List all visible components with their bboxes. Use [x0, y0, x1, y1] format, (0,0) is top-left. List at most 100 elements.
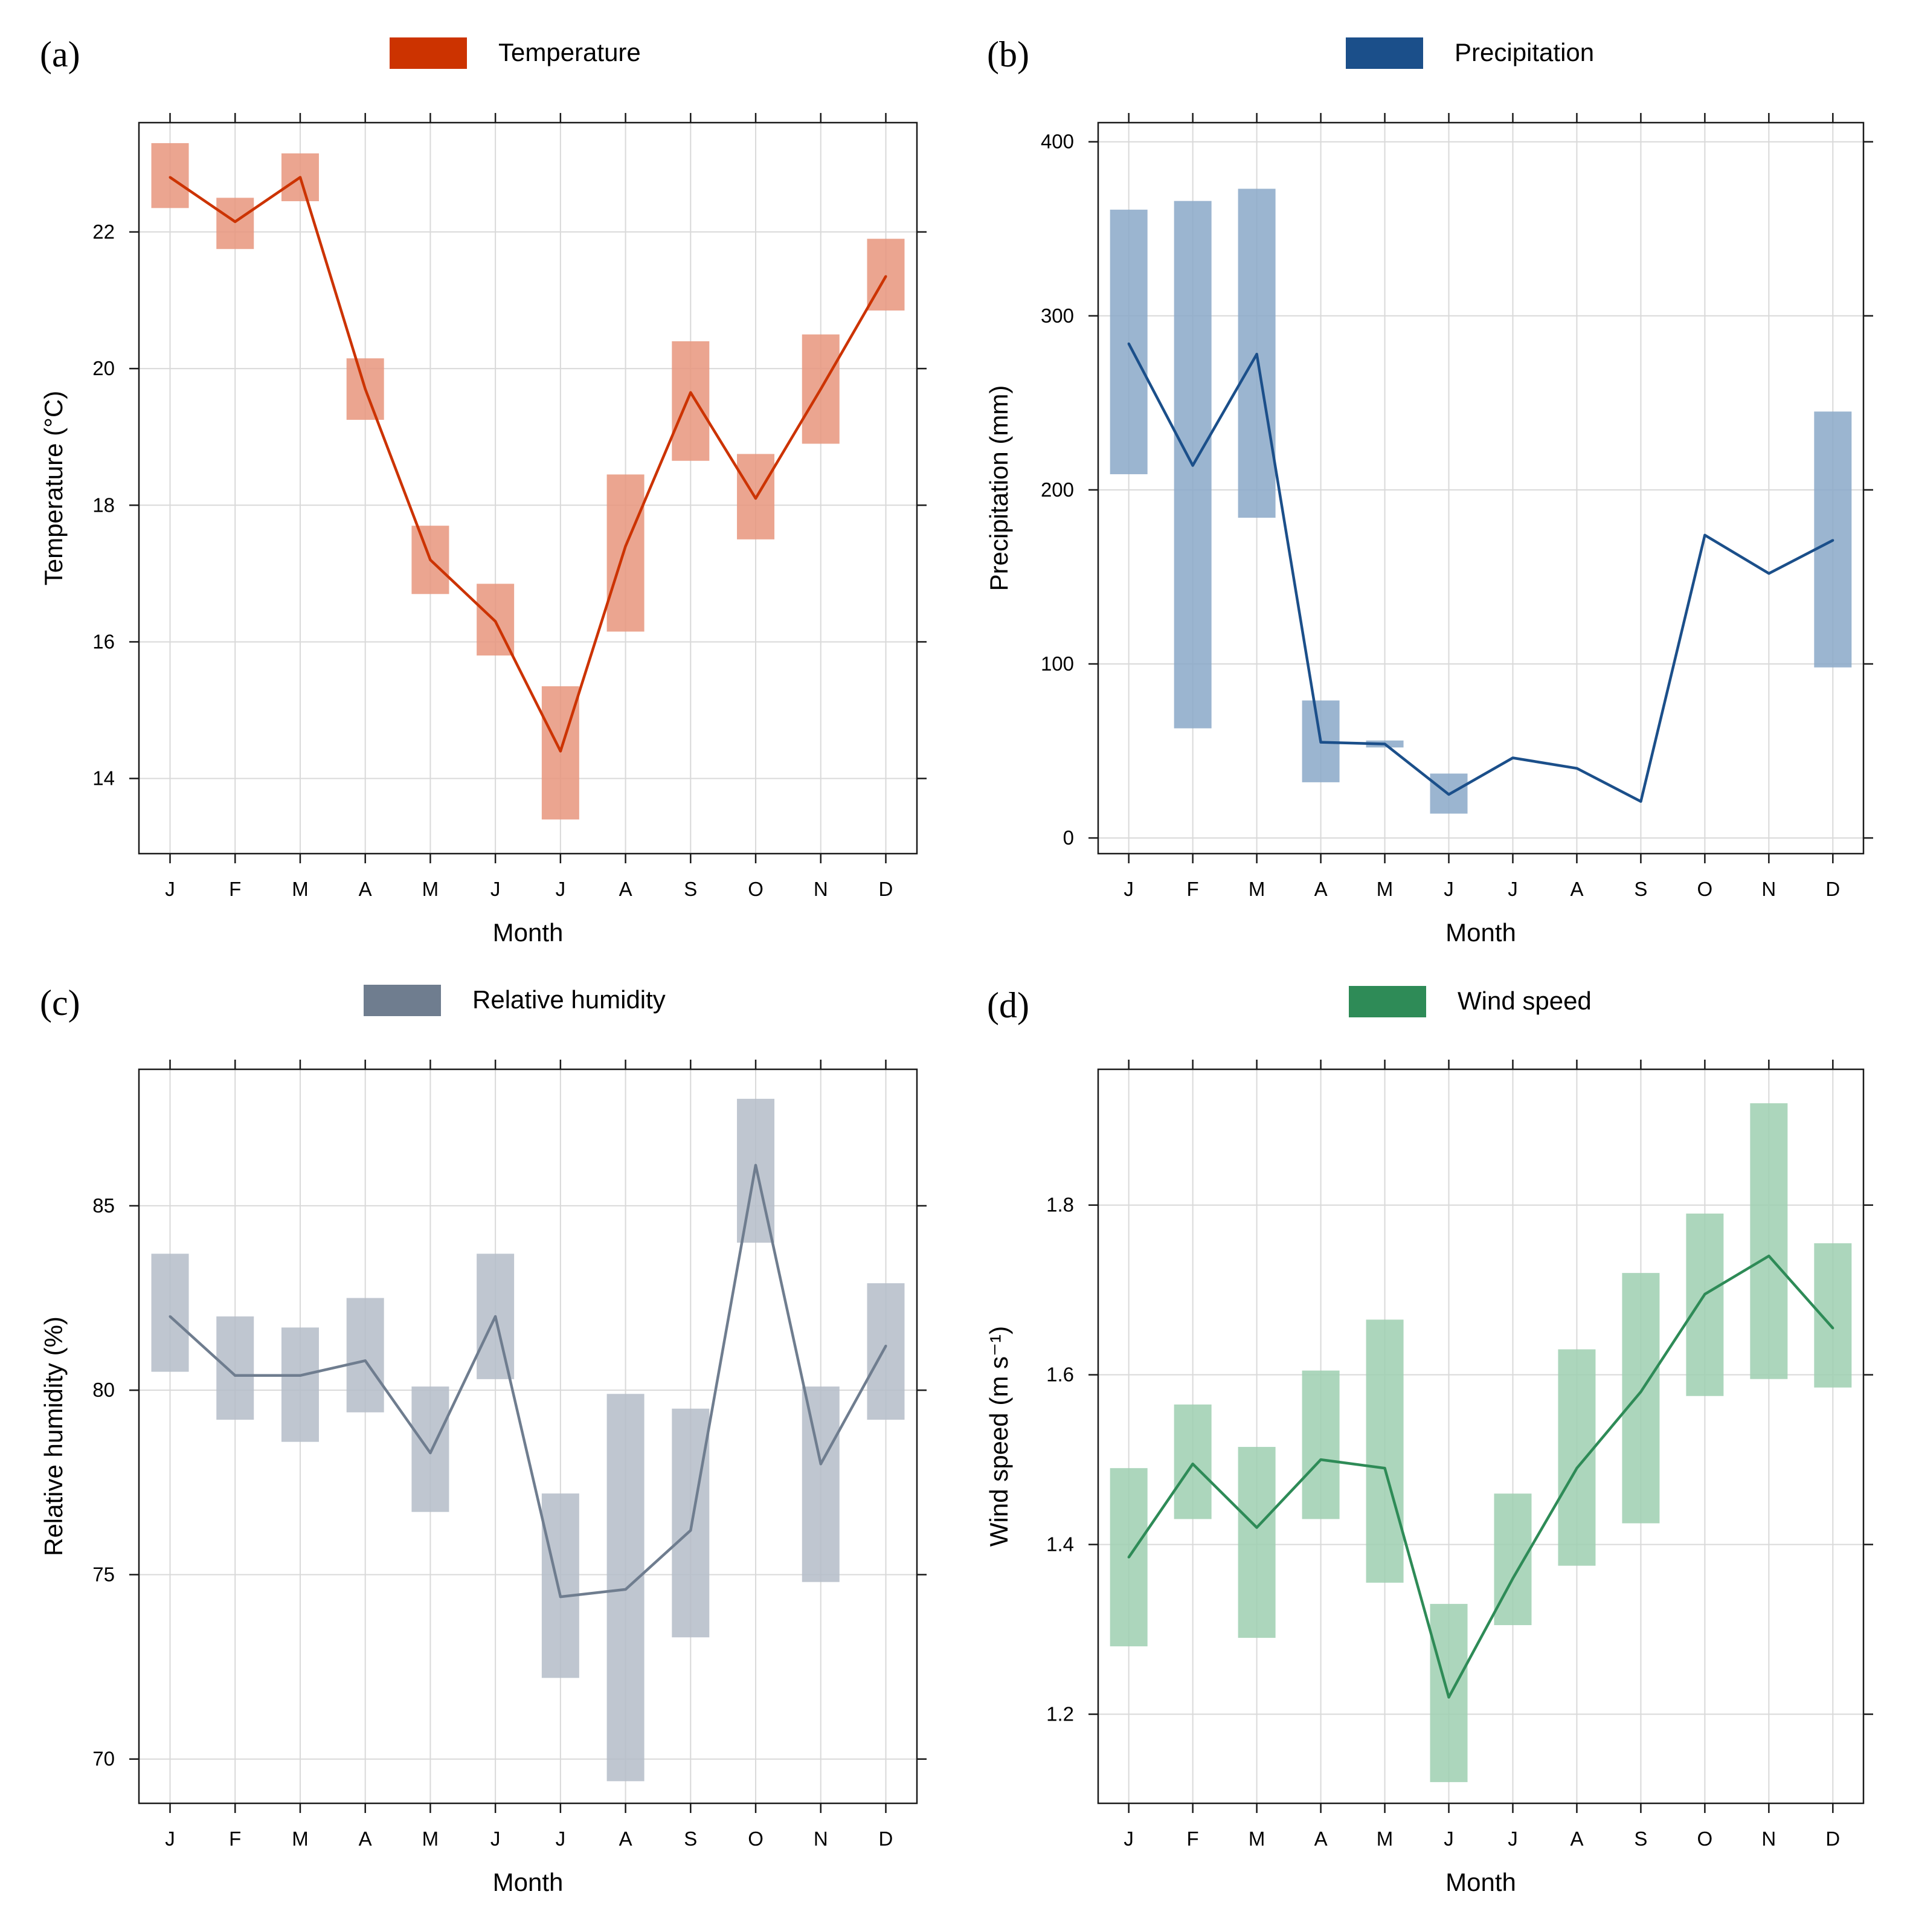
- panel-label: (b): [987, 34, 1029, 74]
- data-point-4: [364, 1359, 367, 1362]
- x-tick-label: F: [229, 878, 241, 900]
- x-tick-label: O: [1697, 878, 1713, 900]
- y-tick-label: 16: [92, 630, 115, 652]
- data-point-3: [1255, 353, 1258, 356]
- data-point-1: [169, 176, 172, 179]
- x-tick-label: J: [1124, 878, 1134, 900]
- data-point-8: [1575, 767, 1578, 770]
- legend-label: Wind speed: [1458, 987, 1592, 1015]
- x-tick-label: J: [1444, 878, 1454, 900]
- plot-frame: [138, 121, 918, 855]
- range-bar-1: [151, 143, 189, 208]
- y-tick-label: 75: [92, 1563, 115, 1585]
- data-point-5: [1383, 742, 1386, 745]
- x-tick-label: O: [748, 878, 764, 900]
- legend-label: Precipitation: [1455, 38, 1594, 66]
- data-point-11: [819, 1463, 822, 1466]
- x-tick-label: M: [292, 1827, 309, 1850]
- data-point-7: [1511, 756, 1514, 759]
- chart-panel-2: J F M A M J J A S O N D 0 100 200 300 400 Month Precipitat…: [985, 34, 1873, 947]
- y-tick-label: 70: [92, 1748, 115, 1770]
- data-point-5: [429, 1451, 432, 1454]
- x-tick-label: M: [1377, 878, 1394, 900]
- data-point-8: [1575, 1467, 1578, 1470]
- x-tick-label: A: [1314, 878, 1328, 900]
- chart-panel-3: J F M A M J J A S O N D 70 75 80 85 Month Relative humidi…: [39, 983, 927, 1896]
- data-point-8: [624, 1588, 627, 1591]
- x-axis-label: Month: [1445, 1868, 1516, 1896]
- x-tick-label: J: [1508, 1827, 1518, 1850]
- data-point-7: [559, 1596, 562, 1599]
- range-bar-7: [541, 1493, 579, 1678]
- data-point-6: [494, 620, 497, 623]
- panel-label: (a): [40, 34, 80, 74]
- data-point-12: [884, 275, 887, 278]
- legend-swatch: [390, 37, 467, 69]
- data-point-9: [1639, 1390, 1642, 1393]
- data-point-2: [1191, 464, 1194, 467]
- data-point-6: [1447, 793, 1450, 796]
- data-point-9: [689, 391, 692, 394]
- y-axis-label: Precipitation (mm): [985, 385, 1013, 591]
- range-bar-2: [216, 1316, 254, 1420]
- x-tick-label: A: [619, 1827, 632, 1850]
- series-line: [169, 176, 887, 753]
- data-point-8: [624, 545, 627, 548]
- x-tick-label: M: [1249, 878, 1265, 900]
- x-tick-label: D: [879, 878, 893, 900]
- data-point-3: [298, 1374, 301, 1377]
- x-tick-label: M: [292, 878, 309, 900]
- x-tick-label: J: [1444, 1827, 1454, 1850]
- y-tick-label: 100: [1041, 652, 1074, 675]
- x-tick-label: D: [879, 1827, 893, 1850]
- data-point-4: [1319, 741, 1322, 744]
- x-tick-label: A: [1570, 1827, 1583, 1850]
- range-bar-8: [1558, 1349, 1596, 1566]
- x-tick-label: A: [1314, 1827, 1328, 1850]
- x-tick-label: A: [359, 878, 372, 900]
- panel-label: (c): [40, 983, 80, 1023]
- x-tick-label: N: [814, 878, 828, 900]
- legend-label: Relative humidity: [472, 985, 666, 1014]
- range-bar-2: [216, 198, 254, 250]
- data-point-1: [1127, 342, 1130, 345]
- data-point-6: [1447, 1696, 1450, 1699]
- y-tick-label: 22: [92, 221, 115, 243]
- x-tick-label: F: [229, 1827, 241, 1850]
- y-tick-label: 80: [92, 1379, 115, 1401]
- data-point-7: [1511, 1577, 1514, 1580]
- x-tick-label: J: [490, 878, 501, 900]
- plot-frame: [1097, 121, 1865, 855]
- range-bar-12: [867, 1283, 905, 1420]
- chart-panel-1: J F M A M J J A S O N D 14 16 18 20 22 Month Temperature (…: [39, 34, 927, 947]
- chart-panel-4: J F M A M J J A S O N D 1.2 1.4 1.6 1.8 Month Wind speed …: [985, 985, 1873, 1896]
- range-bar-11: [802, 1386, 840, 1582]
- data-point-3: [1255, 1526, 1258, 1529]
- x-tick-label: D: [1825, 1827, 1840, 1850]
- y-axis-label: Wind speed (m s⁻¹): [985, 1326, 1013, 1547]
- range-bar-8: [606, 474, 645, 632]
- series-line: [169, 1164, 887, 1599]
- x-tick-label: A: [359, 1827, 372, 1850]
- y-tick-label: 1.2: [1046, 1703, 1074, 1725]
- data-point-2: [1191, 1463, 1194, 1466]
- y-axis-label: Temperature (°C): [39, 391, 68, 586]
- range-bar-2: [1174, 1404, 1212, 1519]
- range-bar-1: [151, 1254, 189, 1372]
- x-tick-label: J: [556, 1827, 566, 1850]
- plot-frame: [138, 1068, 918, 1805]
- x-tick-label: J: [165, 878, 175, 900]
- x-tick-label: S: [1634, 878, 1647, 900]
- x-tick-label: N: [814, 1827, 828, 1850]
- series-line: [1127, 343, 1834, 803]
- x-tick-label: A: [619, 878, 632, 900]
- x-tick-label: S: [1634, 1827, 1647, 1850]
- x-tick-label: S: [684, 1827, 697, 1850]
- y-tick-label: 85: [92, 1194, 115, 1217]
- x-tick-label: F: [1187, 878, 1199, 900]
- x-tick-label: N: [1761, 878, 1776, 900]
- data-point-10: [754, 1164, 757, 1167]
- data-point-4: [1319, 1458, 1322, 1461]
- legend-swatch: [364, 985, 441, 1016]
